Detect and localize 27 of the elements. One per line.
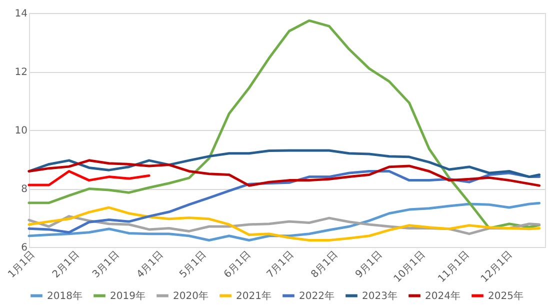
x-tick-label: 12月1日 [479, 250, 515, 285]
y-tick-label: 12 [14, 67, 28, 78]
y-tick-label: 10 [14, 126, 28, 136]
x-tick-label: 4月1日 [134, 250, 166, 280]
x-tick-label: 9月1日 [354, 250, 385, 280]
y-tick-label: 14 [14, 8, 28, 20]
line-series [28, 19, 541, 230]
x-tick-label: 8月1日 [309, 250, 340, 280]
line-series [28, 159, 541, 187]
legend-label: 2021年 [236, 290, 272, 302]
x-tick-label: 5月1日 [178, 250, 209, 280]
legend-label: 2019年 [110, 290, 146, 302]
legend-label: 2025年 [488, 290, 524, 302]
x-tick-label: 11月1日 [436, 250, 472, 285]
legend-label: 2020年 [173, 290, 208, 302]
x-tick-label: 10月1日 [392, 250, 428, 285]
legend-label: 2022年 [299, 290, 334, 302]
x-tick-label: 3月1日 [90, 250, 122, 280]
legend-label: 2024年 [425, 290, 460, 302]
legend-label: 2018年 [47, 290, 82, 302]
line-series [28, 149, 541, 178]
x-tick-label: 7月1日 [265, 250, 296, 280]
x-tick-label: 6月1日 [222, 250, 254, 280]
legend-label: 2023年 [362, 290, 398, 302]
x-tick-label: 2月1日 [50, 250, 82, 280]
y-tick-label: 8 [21, 184, 28, 195]
line-series [28, 170, 150, 186]
